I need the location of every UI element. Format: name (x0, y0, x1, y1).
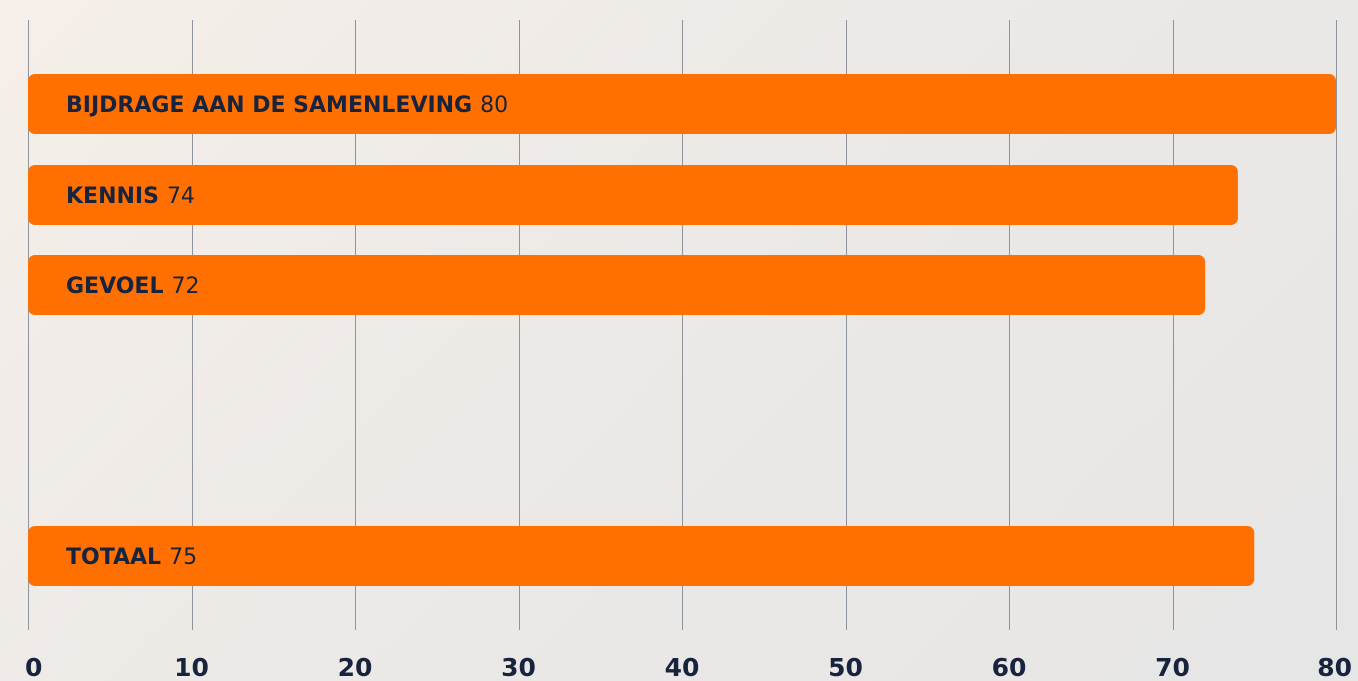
x-tick-label-60: 60 (992, 653, 1027, 681)
x-axis-tick-labels: 0 10 20 30 40 50 60 70 80 (25, 653, 1352, 681)
bar-label: TOTAAL 75 (66, 545, 197, 570)
bar-value-label: 72 (171, 274, 199, 299)
bar-label: KENNIS 74 (66, 184, 195, 209)
bar-label: GEVOEL 72 (66, 274, 199, 299)
bar-value-label: 80 (480, 93, 508, 118)
bar-kennis (28, 165, 1238, 225)
bar-gevoel (28, 255, 1206, 315)
x-tick-label-70: 70 (1155, 653, 1190, 681)
bars (28, 74, 1336, 586)
bar-totaal (28, 526, 1255, 586)
bar-category-label: BIJDRAGE AAN DE SAMENLEVING (66, 93, 472, 118)
x-tick-label-80: 80 (1317, 653, 1352, 681)
bar-category-label: GEVOEL (66, 274, 163, 299)
x-tick-label-10: 10 (174, 653, 209, 681)
x-tick-label-20: 20 (338, 653, 373, 681)
x-tick-label-0: 0 (25, 653, 42, 681)
x-tick-label-50: 50 (828, 653, 863, 681)
bar-category-label: TOTAAL (66, 545, 161, 570)
bar-label: BIJDRAGE AAN DE SAMENLEVING 80 (66, 93, 508, 118)
bar-category-label: KENNIS (66, 184, 159, 209)
x-tick-label-30: 30 (501, 653, 536, 681)
bar-labels: BIJDRAGE AAN DE SAMENLEVING 80 KENNIS 74 GEV… (66, 93, 508, 570)
bar-bijdrage-aan-de-samenleving (28, 74, 1336, 134)
x-tick-label-40: 40 (665, 653, 700, 681)
bar-value-label: 75 (169, 545, 197, 570)
bar-value-label: 74 (167, 184, 195, 209)
